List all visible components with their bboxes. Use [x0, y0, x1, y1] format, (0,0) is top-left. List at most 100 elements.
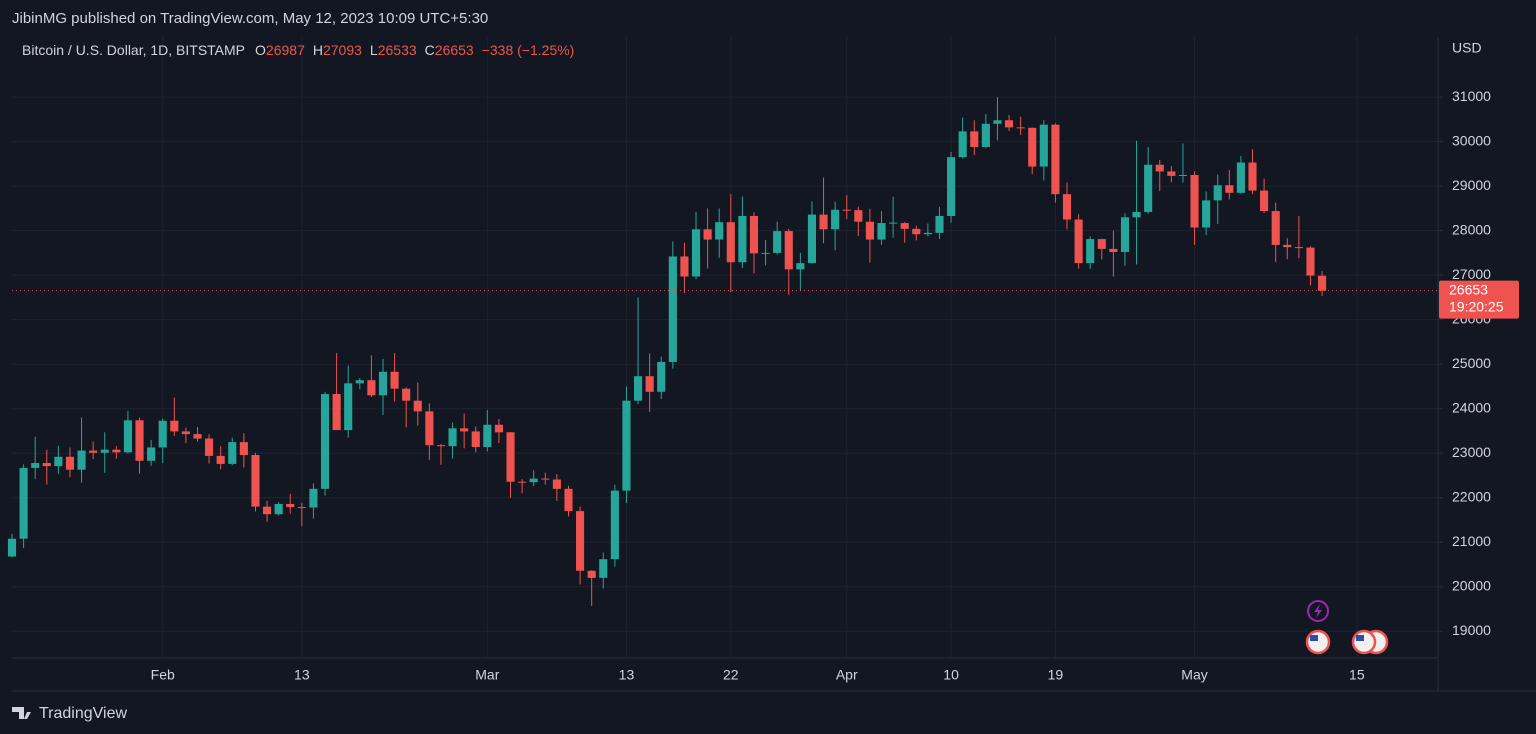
candle [274, 502, 283, 516]
event-icons [1305, 600, 1389, 655]
candle [1318, 271, 1327, 296]
candle-body [1271, 211, 1280, 245]
candle-body [1062, 194, 1072, 220]
candle [100, 432, 109, 473]
candle [332, 353, 341, 431]
candle [576, 506, 585, 585]
candle-body [947, 157, 956, 216]
candle-body [7, 538, 17, 557]
candle [1260, 178, 1269, 213]
candle [900, 222, 909, 243]
candle-body [390, 371, 399, 389]
y-tick-label: 21000 [1452, 533, 1491, 549]
candle-body [819, 214, 828, 230]
candle-body [1294, 247, 1303, 249]
candle [1062, 182, 1072, 230]
candle [181, 427, 190, 443]
countdown: 19:20:25 [1449, 298, 1504, 314]
y-tick-label: 19000 [1452, 622, 1491, 638]
candle [89, 441, 98, 460]
candle [112, 446, 121, 459]
candle [1294, 215, 1303, 259]
y-tick-label: 24000 [1452, 399, 1491, 415]
candle-body [668, 256, 677, 362]
candle [691, 211, 701, 280]
event-icon[interactable] [1305, 629, 1331, 655]
change: −338 (−1.25%) [482, 42, 575, 58]
candle-body [425, 411, 434, 446]
candle [251, 452, 260, 512]
x-tick-label: 13 [294, 667, 310, 683]
candle [31, 436, 40, 480]
candle [1097, 238, 1106, 260]
candle [494, 418, 503, 443]
candle-body [286, 503, 295, 508]
flag [1310, 635, 1318, 641]
candle [645, 353, 654, 412]
candle [77, 417, 86, 483]
candle [842, 195, 851, 220]
candle [1120, 213, 1130, 266]
candle-body [518, 481, 527, 483]
candle [436, 443, 446, 465]
candle-body [448, 428, 457, 447]
candle-body [912, 228, 921, 235]
candle [1178, 143, 1188, 183]
candle [1190, 171, 1199, 245]
candle-body [123, 420, 132, 453]
candle-body [1051, 124, 1060, 195]
candle-body [1213, 185, 1222, 201]
candle-body [622, 400, 631, 491]
candle [262, 500, 272, 522]
candle-body [65, 456, 75, 470]
candle [205, 434, 214, 464]
candle-body [471, 431, 480, 447]
event-icon[interactable] [1351, 629, 1377, 655]
candle-body [935, 215, 944, 233]
candle-body [1155, 164, 1164, 172]
candle-body [854, 210, 863, 222]
candle [1271, 202, 1280, 263]
candle [390, 353, 399, 402]
candle [761, 239, 770, 266]
currency: USD [1452, 40, 1482, 56]
candle [947, 151, 956, 223]
candle-body [923, 232, 932, 235]
close-value: 26653 [435, 42, 474, 58]
candle-body [599, 559, 608, 578]
candle [193, 426, 202, 442]
candle-body [1236, 162, 1245, 193]
candle-body [1225, 185, 1234, 193]
candle [413, 382, 422, 426]
y-tick-label: 27000 [1452, 266, 1491, 282]
candle-body [680, 256, 689, 277]
candle-body [529, 478, 538, 483]
candle [123, 410, 132, 454]
candle [1225, 170, 1234, 200]
candle [541, 472, 550, 485]
candle [1306, 246, 1315, 286]
candle [1202, 191, 1211, 236]
candle [320, 391, 330, 496]
candle [784, 228, 793, 295]
candle [807, 201, 817, 264]
candle [7, 533, 17, 558]
candle-body [42, 463, 51, 467]
low-value: 26533 [378, 42, 417, 58]
x-tick-label: May [1181, 667, 1207, 683]
candle-body [552, 479, 561, 489]
candle-body [1202, 200, 1211, 228]
candle [1132, 140, 1141, 265]
x-tick-label: 15 [1349, 667, 1365, 683]
candle [726, 194, 735, 293]
close-label: C [425, 42, 435, 58]
candle [425, 403, 434, 460]
x-tick-label: 19 [1048, 667, 1064, 683]
candle-body [645, 376, 654, 392]
candle [309, 483, 318, 519]
candle [912, 225, 921, 241]
candle-body [749, 215, 759, 254]
candle [564, 485, 573, 517]
candle [1167, 166, 1176, 183]
